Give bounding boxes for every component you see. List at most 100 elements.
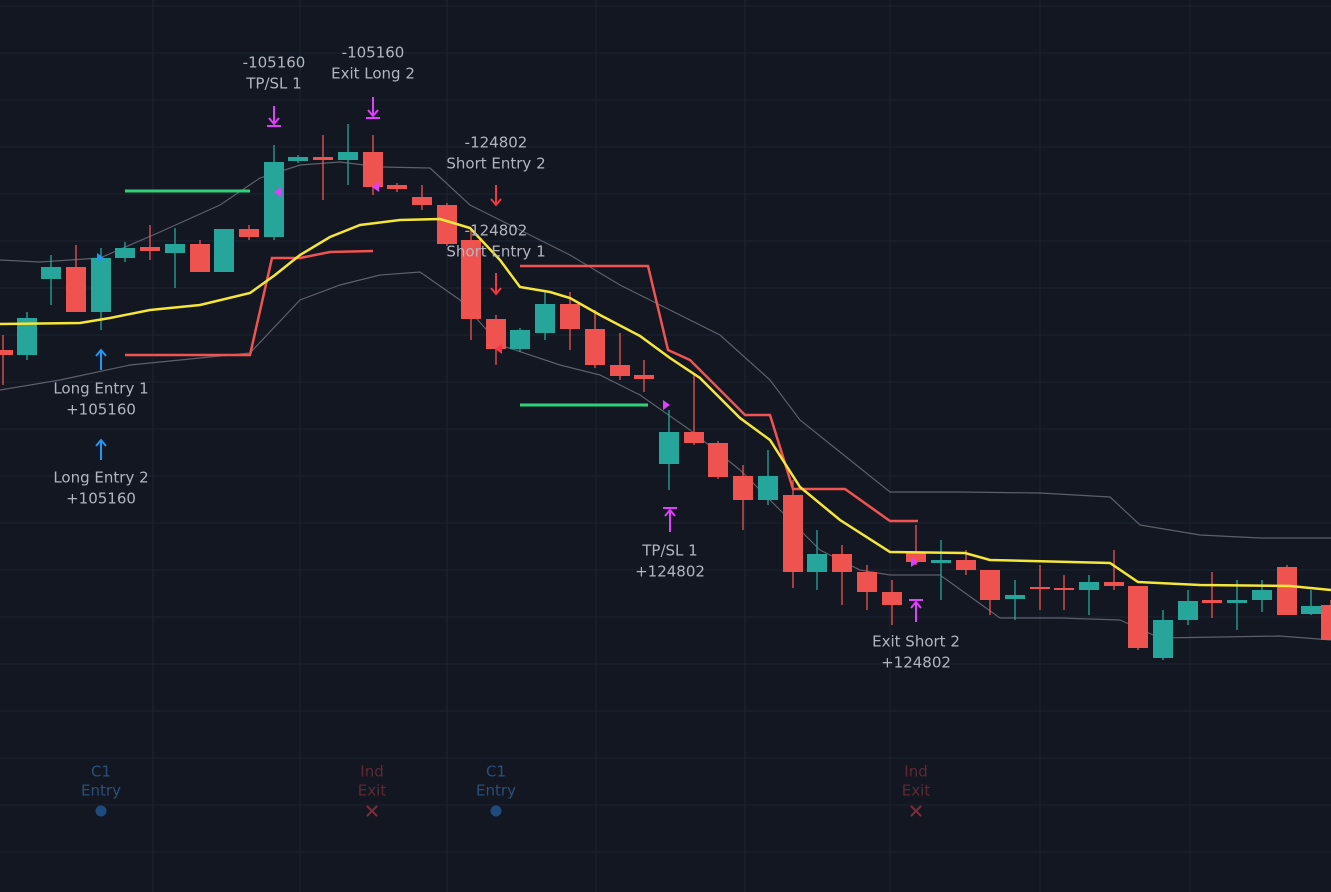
candle-body	[1227, 600, 1247, 603]
candle-body	[1252, 590, 1272, 600]
signal-arrows	[95, 97, 923, 622]
candle-body	[140, 247, 160, 251]
indicator-marker-label: Ind	[360, 763, 383, 781]
execution-marker	[495, 344, 502, 354]
moving-average	[0, 217, 1331, 592]
candle-body	[758, 476, 778, 500]
candle-body	[783, 495, 803, 572]
candle-body	[1054, 588, 1074, 590]
candle-body	[190, 244, 210, 272]
execution-marker	[663, 400, 670, 410]
candles	[0, 124, 1331, 660]
signal-label: TP/SL 1	[641, 542, 697, 560]
candle-body	[338, 152, 358, 160]
candle-body	[363, 152, 383, 187]
indicator-marker-label: Entry	[476, 782, 516, 800]
signal-labels: -105160 TP/SL 1 -105160 Exit Long 2 -124802 S…	[53, 44, 960, 817]
candle-body	[931, 560, 951, 563]
candle-body	[66, 267, 86, 312]
candle-body	[1178, 601, 1198, 620]
indicator-marker-label: C1	[91, 763, 111, 781]
upper-channel	[0, 161, 1331, 539]
candle-body	[1301, 606, 1321, 614]
indicator-marker-label: C1	[486, 763, 506, 781]
candle-body	[288, 157, 308, 161]
execution-marker	[97, 253, 104, 263]
candle-body	[634, 375, 654, 379]
candle-body	[115, 248, 135, 258]
signal-label: Long Entry 1	[53, 380, 148, 398]
candle-body	[906, 553, 926, 562]
execution-marker	[372, 182, 379, 192]
signal-label: Exit Long 2	[331, 65, 415, 83]
candle-body	[1202, 600, 1222, 603]
candle-body	[239, 229, 259, 237]
candle-body	[41, 267, 61, 279]
arrow-head	[95, 348, 107, 357]
candle-body	[560, 304, 580, 329]
indicator-marker-label: Exit	[358, 782, 387, 800]
candle-body	[585, 329, 605, 365]
arrow-head	[367, 109, 379, 118]
candle-body	[387, 185, 407, 189]
candle-body	[857, 572, 877, 592]
candle-body	[437, 205, 457, 244]
candle-body	[659, 432, 679, 464]
candle-body	[17, 318, 37, 355]
execution-marker	[274, 187, 281, 197]
candle-body	[1321, 605, 1331, 640]
lower-channel	[0, 271, 1331, 641]
candle-body	[313, 157, 333, 160]
candle-body	[91, 258, 111, 312]
arrow-head	[95, 438, 107, 447]
trailing-stop	[125, 249, 374, 357]
signal-label: -124802	[465, 222, 528, 240]
candle-body	[510, 330, 530, 349]
candle-body	[1079, 582, 1099, 590]
candle-body	[882, 592, 902, 605]
arrow-head	[664, 508, 676, 517]
arrow-head	[490, 287, 502, 296]
signal-label: +124802	[635, 563, 705, 581]
candle-body	[214, 229, 234, 272]
candle-body	[956, 560, 976, 570]
signal-label: +105160	[66, 401, 136, 419]
signal-label: +105160	[66, 490, 136, 508]
candle-body	[165, 244, 185, 253]
signal-label: -105160	[342, 44, 405, 62]
candle-body	[1104, 582, 1124, 586]
candle-body	[1005, 595, 1025, 599]
arrow-head	[490, 198, 502, 207]
signal-label: -124802	[465, 134, 528, 152]
candle-body	[461, 240, 481, 319]
candle-body	[264, 162, 284, 237]
indicator-cross	[366, 805, 378, 817]
candle-body	[1128, 586, 1148, 648]
signal-label: +124802	[881, 654, 951, 672]
indicator-marker-label: Entry	[81, 782, 121, 800]
indicator-dot	[95, 805, 107, 817]
candle-body	[708, 443, 728, 477]
candle-body	[1277, 567, 1297, 615]
candle-body	[733, 476, 753, 500]
candle-body	[0, 350, 13, 355]
signal-label: -105160	[243, 54, 306, 72]
candle-body	[610, 365, 630, 376]
signal-label: Short Entry 2	[446, 155, 545, 173]
indicator-marker-label: Ind	[904, 763, 927, 781]
trailing-stop	[520, 264, 918, 523]
candle-body	[807, 554, 827, 572]
indicator-cross	[910, 805, 922, 817]
candle-body	[1153, 620, 1173, 658]
signal-label: Exit Short 2	[872, 633, 960, 651]
arrow-head	[910, 600, 922, 609]
signal-label: TP/SL 1	[245, 75, 301, 93]
candle-body	[1030, 587, 1050, 589]
execution-marker	[911, 557, 918, 567]
candle-body	[832, 554, 852, 572]
candle-body	[412, 197, 432, 205]
signal-label: Long Entry 2	[53, 469, 148, 487]
